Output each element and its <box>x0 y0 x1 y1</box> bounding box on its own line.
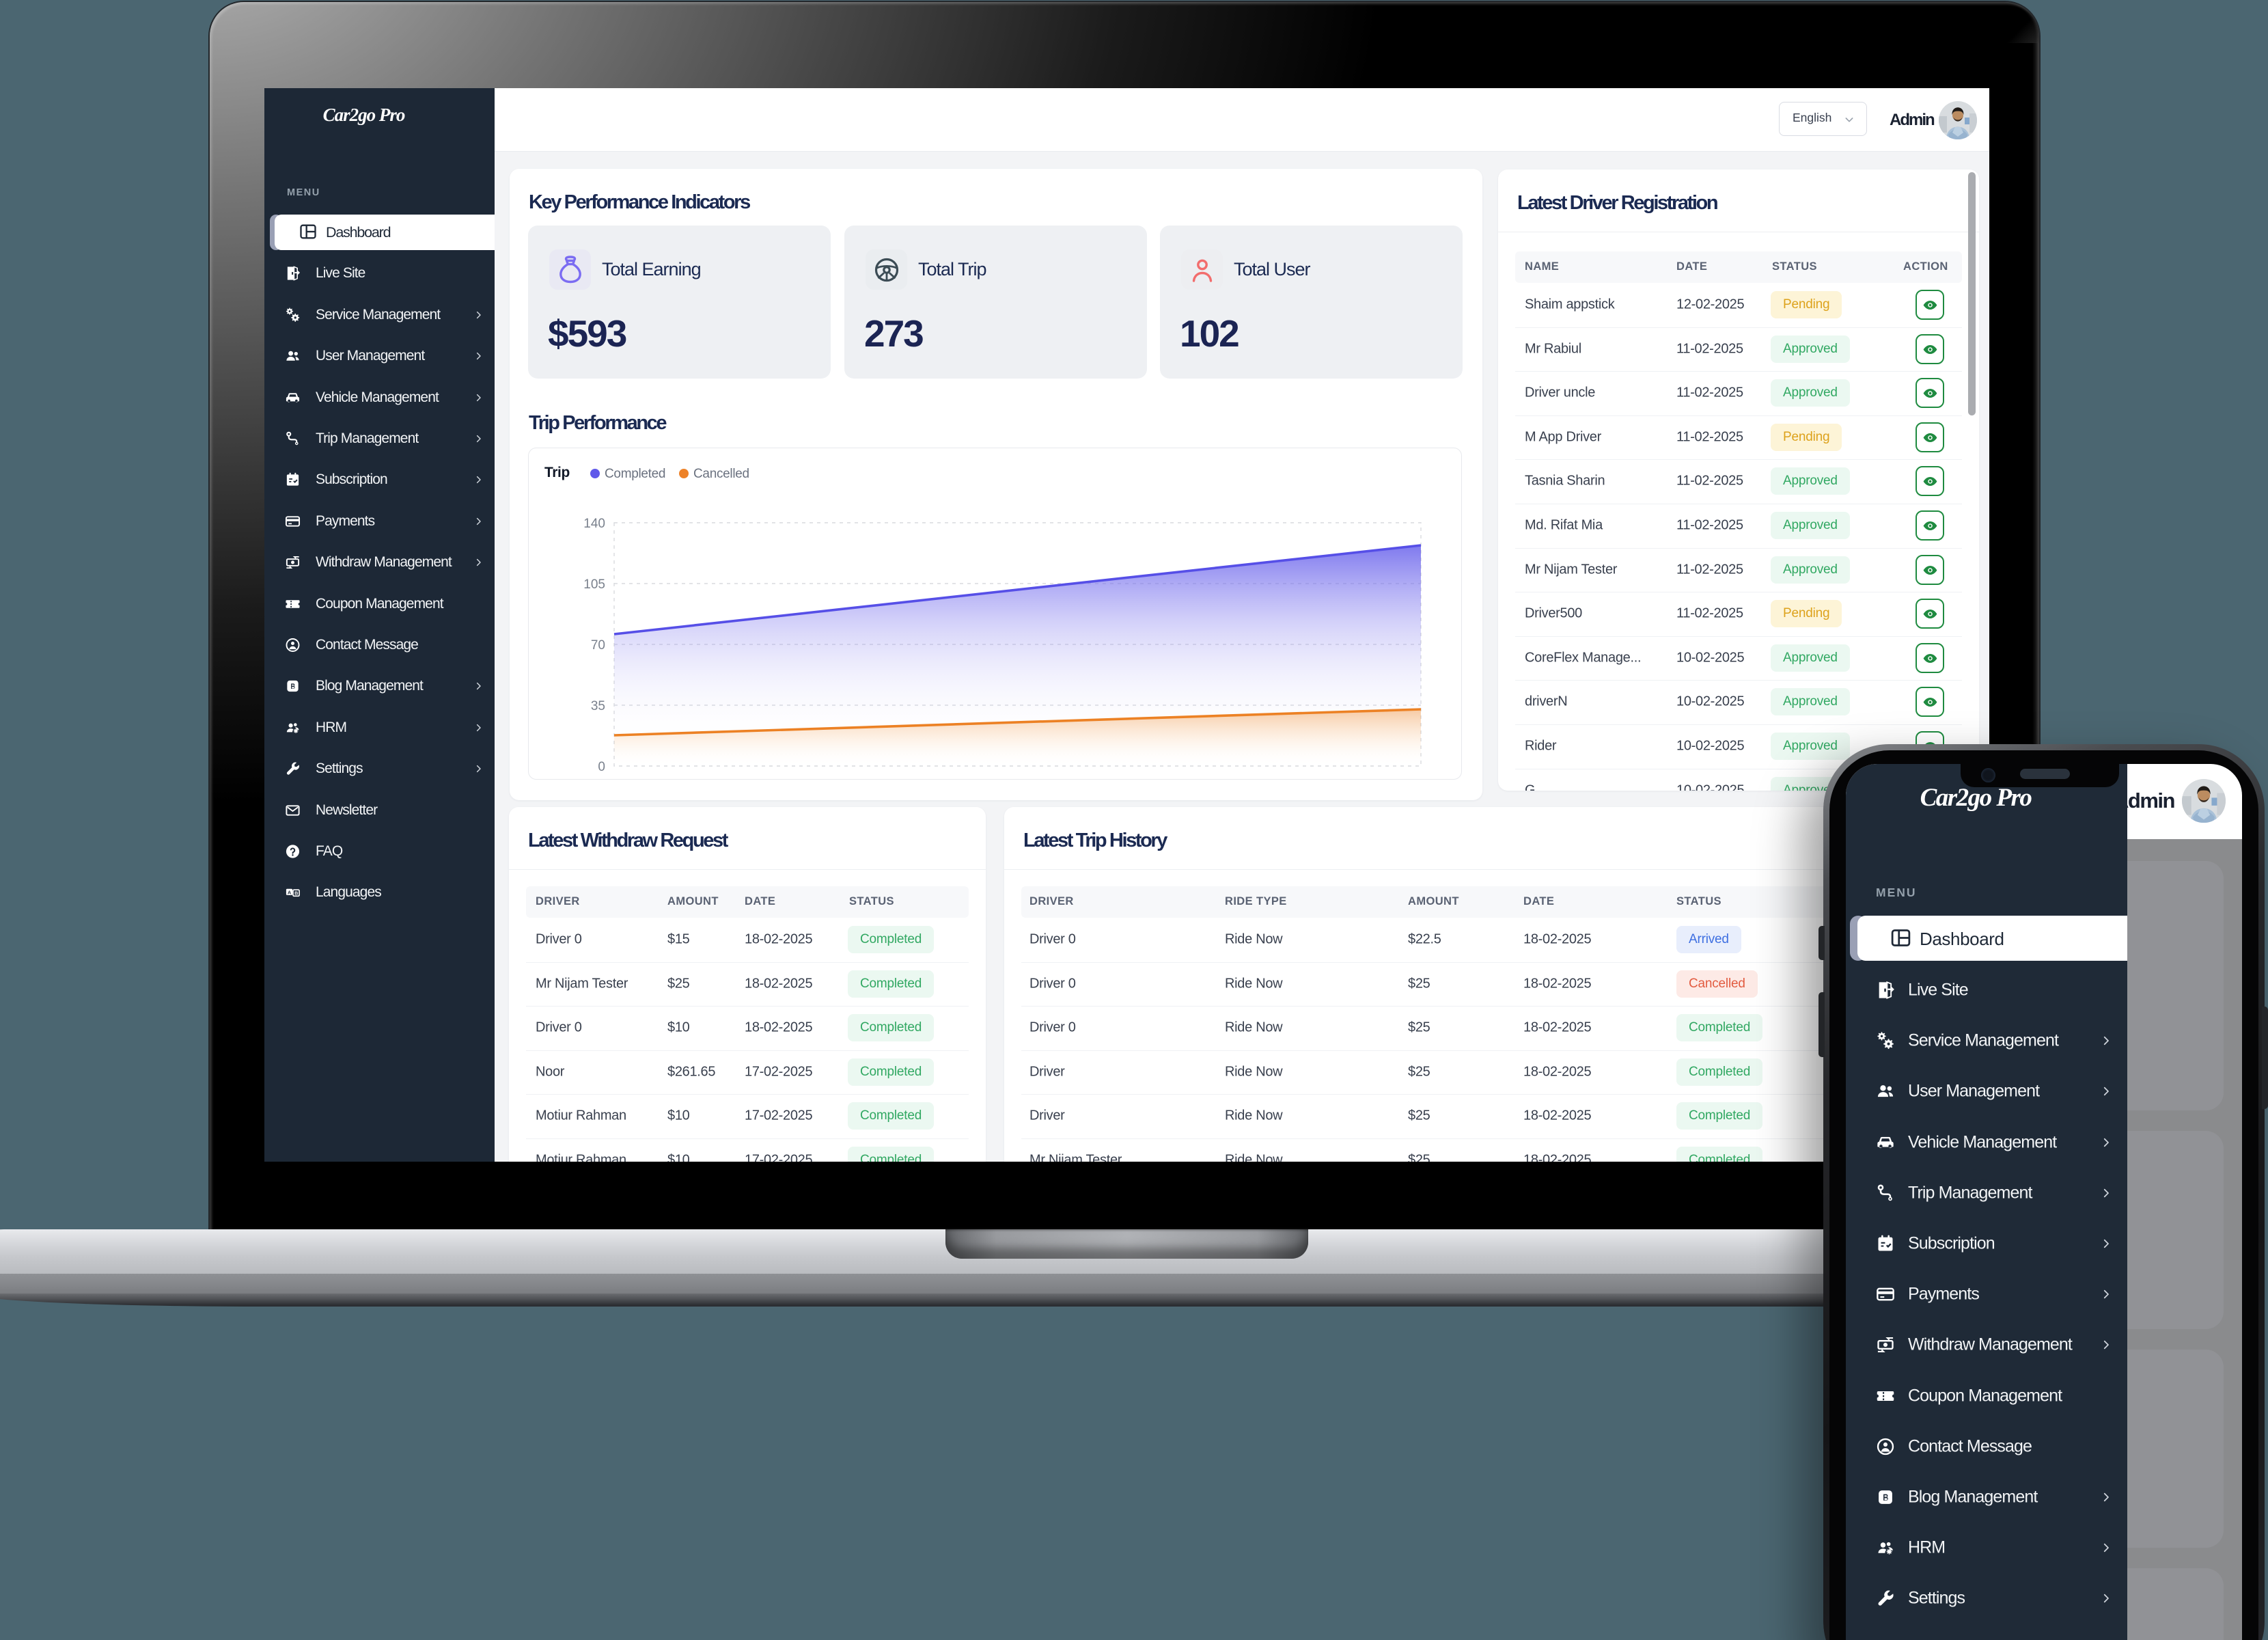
svg-text:0: 0 <box>598 760 605 774</box>
svg-text:35: 35 <box>591 699 605 713</box>
svg-text:140: 140 <box>583 517 605 531</box>
svg-text:105: 105 <box>583 577 605 592</box>
svg-text:70: 70 <box>591 638 605 653</box>
